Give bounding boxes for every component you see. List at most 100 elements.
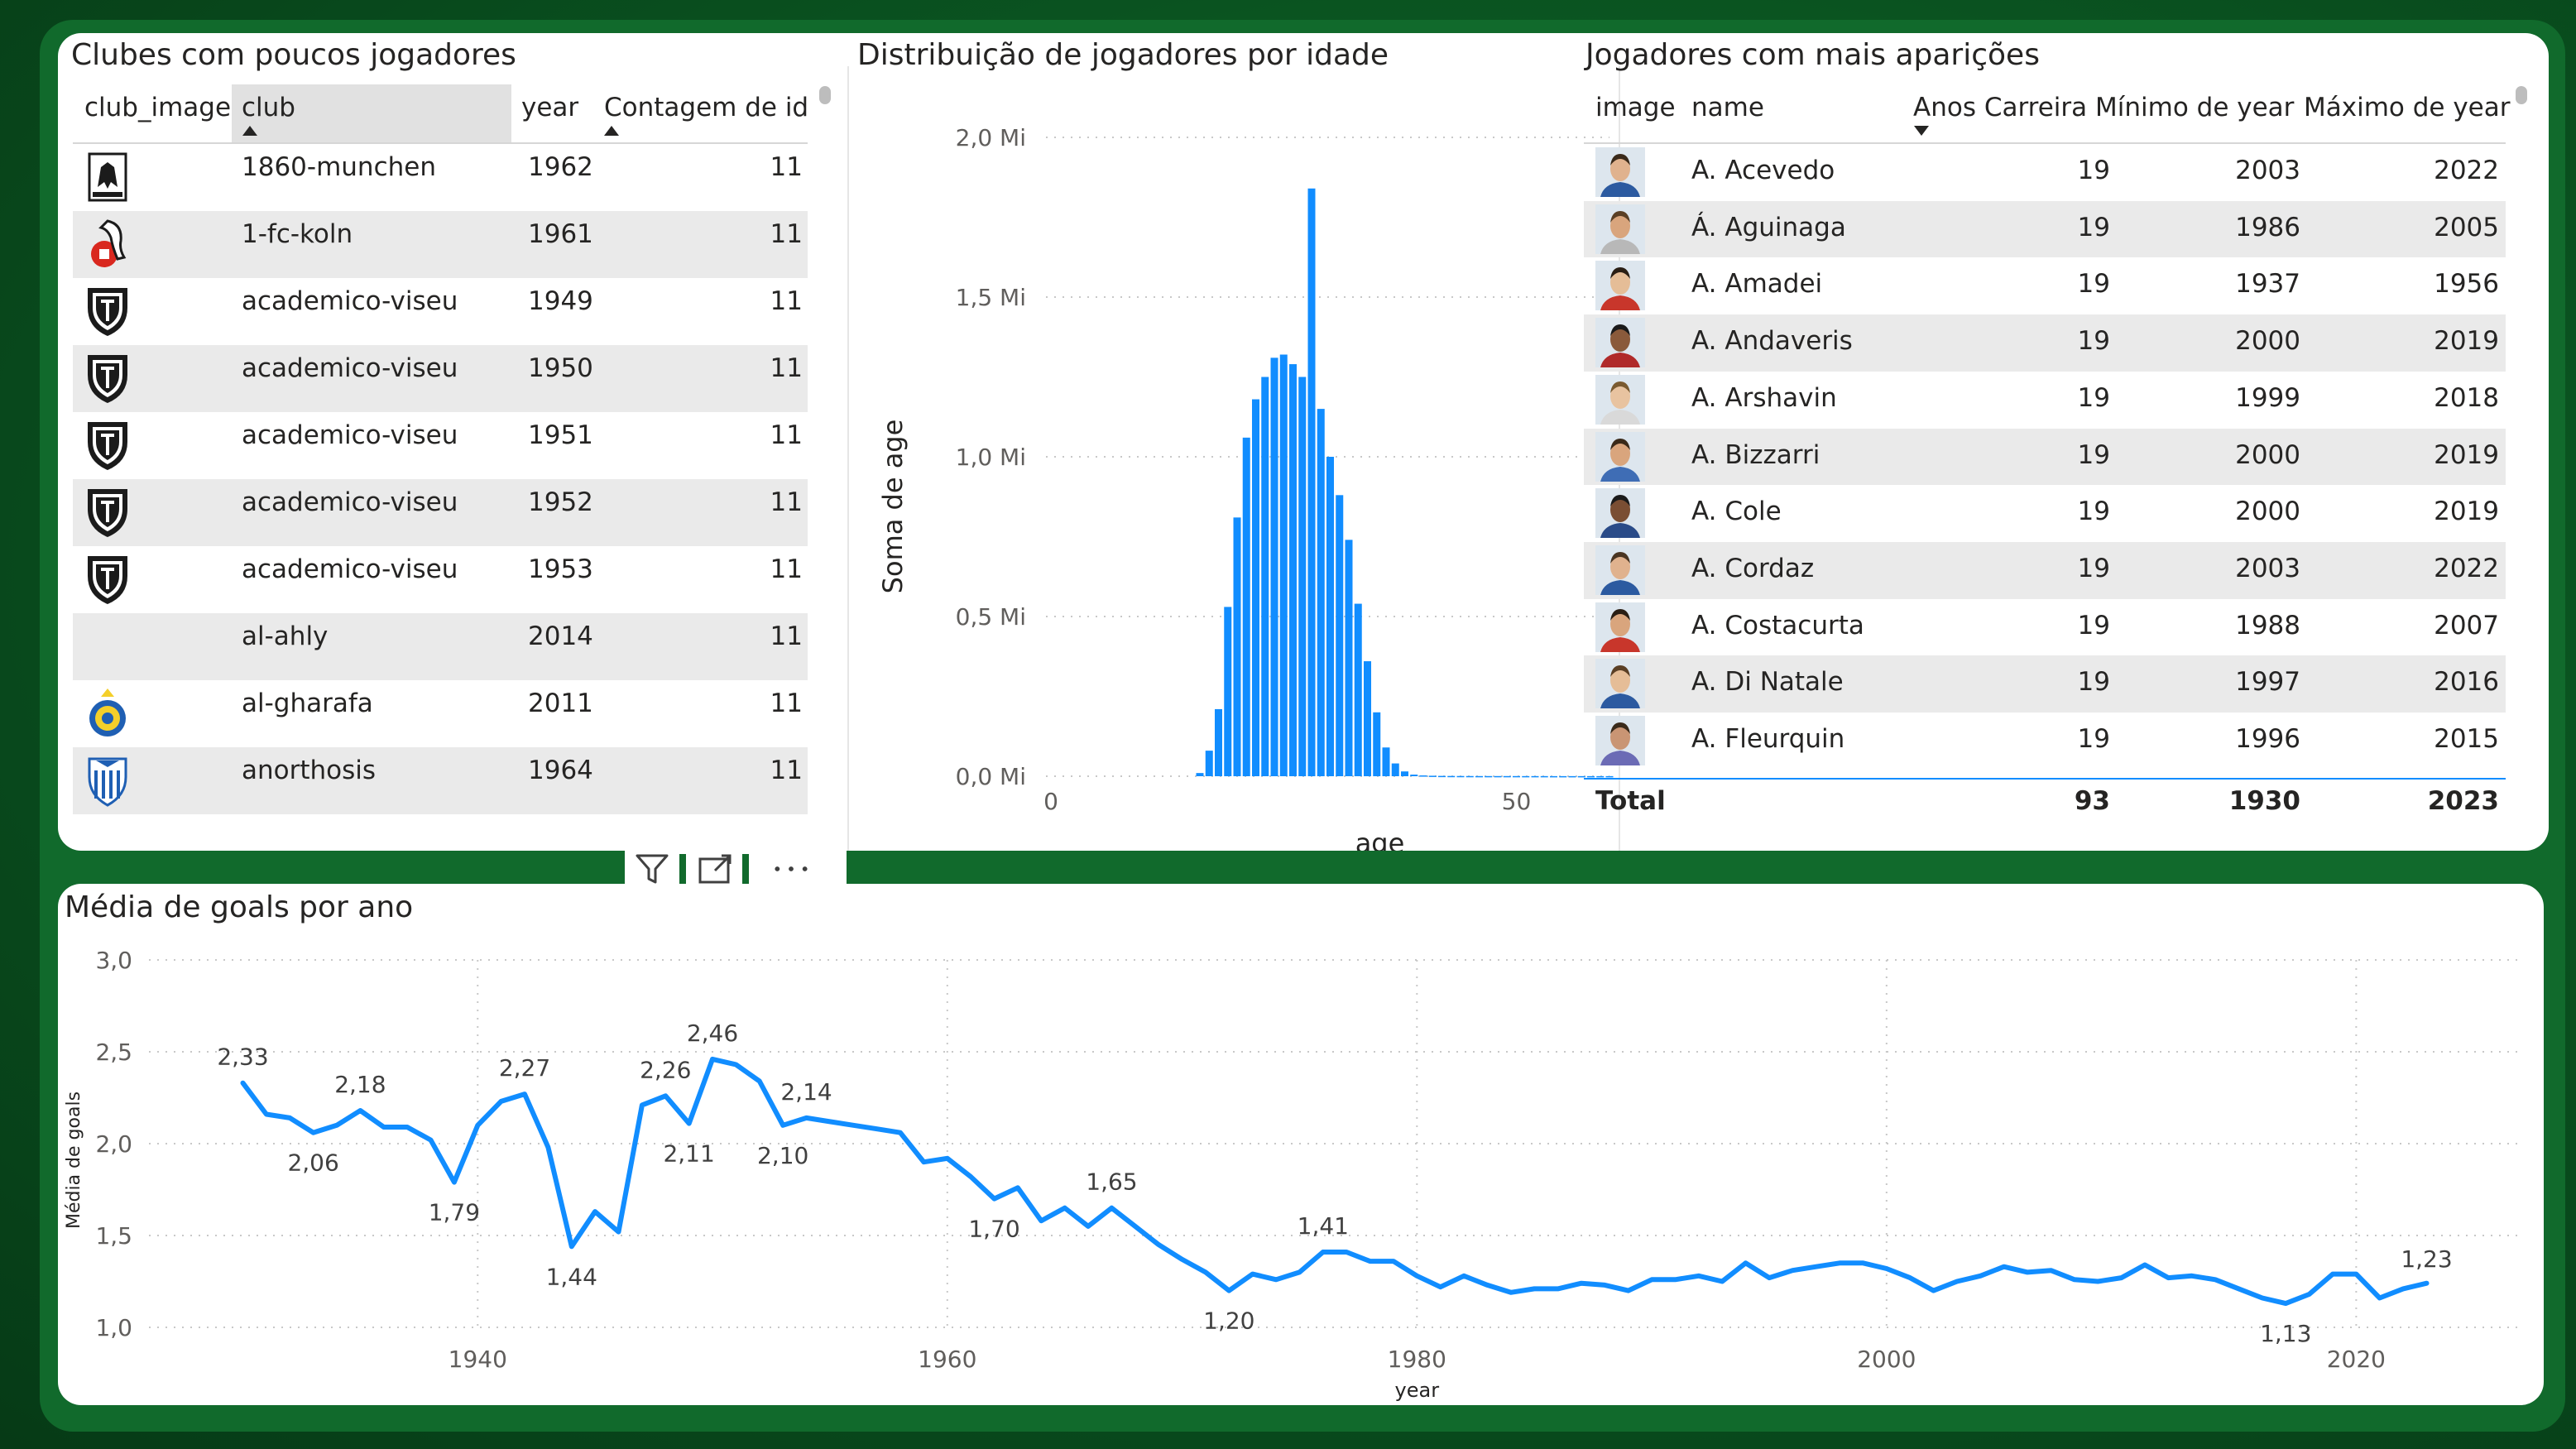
histogram-bar[interactable]: [1428, 775, 1437, 777]
player-career-years: 19: [2077, 269, 2110, 300]
histogram-bar[interactable]: [1503, 775, 1511, 778]
histogram-bar[interactable]: [1596, 775, 1605, 778]
player-name[interactable]: A. Andaveris: [1691, 326, 1853, 357]
filter-icon[interactable]: [631, 851, 673, 887]
histogram-bar[interactable]: [1540, 775, 1548, 778]
goals-line-chart[interactable]: 3,0 2,5 2,0 1,5 1,0 1940 1960 1980 2000 2020 2,33 2…: [58, 884, 2544, 1405]
histogram-bar[interactable]: [1233, 517, 1241, 776]
player-name[interactable]: A. Amadei: [1691, 269, 1823, 300]
club-name[interactable]: anorthosis: [242, 756, 377, 785]
col-year[interactable]: year: [521, 93, 579, 122]
histogram-bar[interactable]: [1485, 775, 1493, 778]
clubs-scrollbar[interactable]: [819, 86, 831, 104]
histogram-bar[interactable]: [1224, 607, 1232, 776]
histogram-bar[interactable]: [1261, 377, 1269, 777]
histogram-bar[interactable]: [1279, 354, 1288, 776]
histogram-bar[interactable]: [1242, 437, 1250, 776]
histogram-bar[interactable]: [1447, 775, 1456, 778]
histogram-bar[interactable]: [1438, 775, 1446, 778]
histogram-bar[interactable]: [1475, 775, 1483, 778]
players-table-title: Jogadores com mais aparições: [1585, 38, 2040, 72]
histogram-bar[interactable]: [1289, 364, 1297, 776]
histogram-bar[interactable]: [1345, 540, 1353, 776]
histogram-bar[interactable]: [1465, 775, 1474, 778]
club-name[interactable]: academico-viseu: [242, 420, 458, 450]
club-name[interactable]: 1860-munchen: [242, 152, 436, 182]
histogram-bar[interactable]: [1354, 603, 1362, 776]
histogram-bar[interactable]: [1270, 357, 1278, 776]
player-name[interactable]: A. Bizzarri: [1691, 439, 1820, 470]
club-count: 11: [770, 554, 803, 584]
player-name[interactable]: A. Arshavin: [1691, 382, 1837, 413]
x-tick-label: 2020: [2327, 1346, 2386, 1373]
col-max-year[interactable]: Máximo de year: [2304, 93, 2511, 122]
histogram-bar[interactable]: [1419, 775, 1427, 777]
player-name[interactable]: A. Cole: [1691, 497, 1782, 527]
club-name[interactable]: academico-viseu: [242, 286, 458, 316]
sort-descending-icon[interactable]: [1914, 126, 1929, 136]
col-career-years[interactable]: Anos Carreira: [1913, 93, 2088, 122]
histogram-bar[interactable]: [1205, 751, 1213, 776]
histogram-bar[interactable]: [1522, 775, 1530, 778]
histogram-bar[interactable]: [1336, 495, 1344, 776]
histogram-bar[interactable]: [1401, 771, 1408, 776]
histogram-bar[interactable]: [1215, 708, 1222, 776]
histogram-bar[interactable]: [1494, 775, 1502, 778]
histogram-bar[interactable]: [1550, 775, 1557, 778]
y-tick-label: 2,0: [95, 1130, 132, 1158]
histogram-bar[interactable]: [1531, 775, 1539, 778]
histogram-bar[interactable]: [1410, 775, 1418, 776]
histogram-bar[interactable]: [1587, 775, 1595, 778]
total-max-year: 2023: [2427, 786, 2499, 816]
col-club[interactable]: club: [242, 93, 295, 122]
histogram-bar[interactable]: [1317, 409, 1325, 776]
player-name[interactable]: A. Cordaz: [1691, 553, 1815, 583]
player-name[interactable]: A. Costacurta: [1691, 610, 1864, 641]
age-histogram[interactable]: 2,0 Mi 1,5 Mi 1,0 Mi 0,5 Mi 0,0 Mi 0 50 age Soma…: [852, 83, 1622, 851]
player-name[interactable]: Á. Aguinaga: [1691, 212, 1846, 242]
col-min-year[interactable]: Mínimo de year: [2095, 93, 2295, 122]
histogram-bar[interactable]: [1307, 188, 1316, 776]
col-name[interactable]: name: [1691, 93, 1764, 122]
histogram-bar[interactable]: [1577, 775, 1585, 778]
histogram-bar[interactable]: [1364, 661, 1371, 776]
histogram-bar[interactable]: [1382, 747, 1390, 776]
club-name[interactable]: academico-viseu: [242, 353, 458, 383]
sort-ascending-icon[interactable]: [242, 126, 257, 136]
more-options-icon[interactable]: [770, 851, 812, 887]
histogram-bar[interactable]: [1298, 377, 1307, 777]
player-name[interactable]: A. Di Natale: [1691, 667, 1844, 698]
goals-series-line[interactable]: [240, 1056, 2430, 1307]
histogram-bar[interactable]: [1252, 399, 1259, 776]
club-year: 2011: [528, 689, 593, 718]
x-tick-label: 2000: [1857, 1346, 1916, 1373]
club-name[interactable]: academico-viseu: [242, 487, 458, 517]
player-photo-icon: [1595, 545, 1645, 595]
club-name[interactable]: al-gharafa: [242, 689, 373, 718]
col-image[interactable]: image: [1595, 93, 1676, 122]
col-club-image[interactable]: club_image: [84, 93, 232, 122]
club-name[interactable]: academico-viseu: [242, 554, 458, 584]
player-name[interactable]: A. Acevedo: [1691, 156, 1835, 185]
histogram-bar[interactable]: [1559, 775, 1567, 778]
player-name[interactable]: A. Fleurquin: [1691, 724, 1845, 754]
focus-mode-icon[interactable]: [694, 851, 736, 887]
club-count: 11: [770, 689, 803, 718]
histogram-bar[interactable]: [1605, 775, 1614, 778]
col-count[interactable]: Contagem de id: [604, 93, 809, 122]
players-scrollbar[interactable]: [2516, 86, 2527, 104]
histogram-bar[interactable]: [1373, 712, 1381, 776]
table-row-background: [73, 613, 808, 680]
histogram-bar[interactable]: [1456, 775, 1465, 778]
histogram-bar[interactable]: [1326, 457, 1334, 776]
sort-ascending-icon[interactable]: [604, 126, 619, 136]
histogram-bar[interactable]: [1568, 775, 1576, 778]
histogram-bar[interactable]: [1391, 763, 1399, 776]
club-count: 11: [770, 353, 803, 383]
x-axis-title: year: [1395, 1379, 1440, 1402]
histogram-bar[interactable]: [1513, 775, 1520, 778]
club-year: 1949: [528, 286, 593, 316]
histogram-bar[interactable]: [1196, 773, 1204, 776]
club-name[interactable]: al-ahly: [242, 621, 329, 651]
club-name[interactable]: 1-fc-koln: [242, 219, 353, 249]
